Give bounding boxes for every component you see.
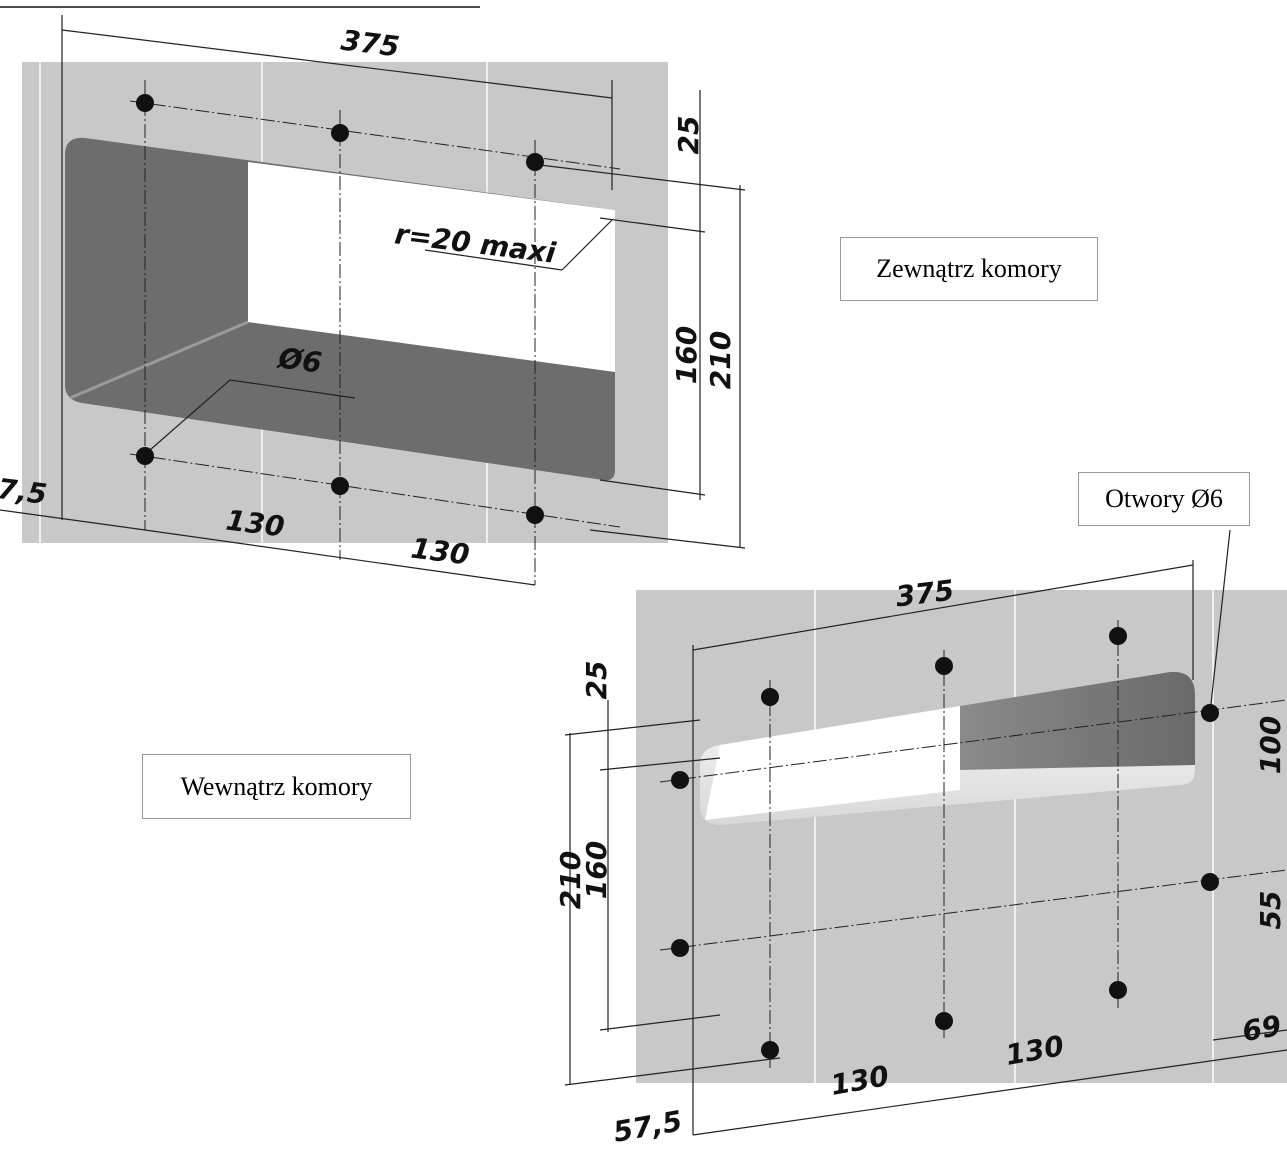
dimension-label: 100 bbox=[1254, 716, 1287, 774]
dimension-label: 25 bbox=[580, 661, 613, 700]
technical-drawing: 37525r=20 maxiØ61602107,5130130375252101… bbox=[0, 0, 1287, 1151]
dimension-label: 130 bbox=[224, 504, 286, 544]
dimension-label: 69 bbox=[1240, 1009, 1284, 1048]
dimension-label: 130 bbox=[409, 532, 471, 572]
outside-view bbox=[0, 7, 745, 585]
dimension-label: 375 bbox=[339, 24, 401, 64]
inside-view bbox=[565, 530, 1287, 1135]
dimension-label: 210 bbox=[704, 331, 737, 389]
outside-label: Zewnątrz komory bbox=[840, 237, 1098, 301]
dimension-label: Ø6 bbox=[275, 341, 324, 379]
dimension-label: 25 bbox=[672, 116, 705, 155]
dimension-label: 160 bbox=[580, 841, 613, 899]
dimension-label: 7,5 bbox=[0, 472, 49, 511]
dimension-label: 55 bbox=[1254, 891, 1287, 930]
drawing-page: 37525r=20 maxiØ61602107,5130130375252101… bbox=[0, 0, 1287, 1151]
dimension-label: 57,5 bbox=[611, 1104, 685, 1148]
holes-note: Otwory Ø6 bbox=[1078, 472, 1250, 526]
dimension-label: 160 bbox=[670, 326, 703, 384]
dimension-label: 375 bbox=[894, 574, 956, 614]
inside-label: Wewnątrz komory bbox=[142, 754, 411, 819]
